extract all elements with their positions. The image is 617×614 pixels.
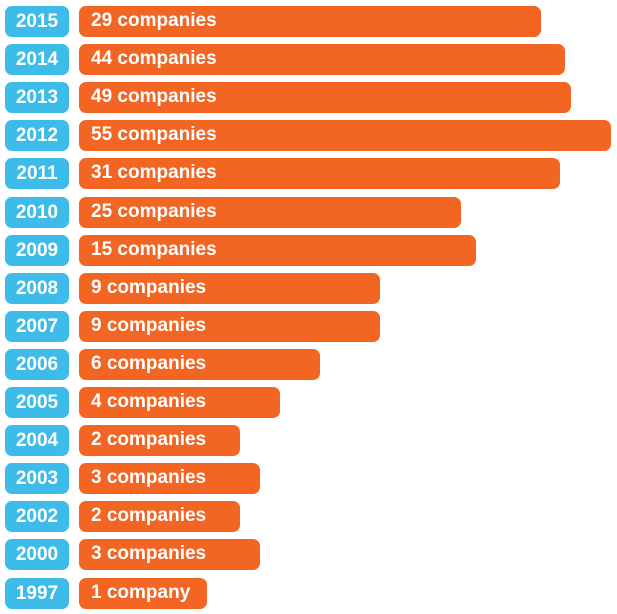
bar: 9 companies (79, 272, 380, 304)
year-label: 2004 (5, 425, 69, 457)
year-label: 2007 (5, 310, 69, 342)
year-label: 2006 (5, 348, 69, 380)
year-label: 2009 (5, 234, 69, 266)
chart-row: 2002 2 companies (0, 501, 617, 533)
chart-row: 2000 3 companies (0, 539, 617, 571)
year-label: 2008 (5, 272, 69, 304)
chart-row: 2013 49 companies (0, 82, 617, 114)
bar: 2 companies (79, 501, 240, 533)
year-label: 2005 (5, 387, 69, 418)
chart-row: 2015 29 companies (0, 6, 617, 38)
chart-row: 2014 44 companies (0, 44, 617, 76)
year-label: 2002 (5, 501, 69, 533)
year-label: 2000 (5, 539, 69, 571)
bar: 25 companies (79, 196, 461, 228)
bar: 15 companies (79, 234, 476, 266)
year-label: 2014 (5, 44, 69, 76)
year-label: 1997 (5, 577, 69, 609)
bar: 4 companies (79, 387, 280, 418)
bar: 49 companies (79, 82, 571, 114)
chart-row: 2012 55 companies (0, 120, 617, 152)
bar: 3 companies (79, 463, 260, 495)
chart-row: 1997 1 company (0, 577, 617, 610)
year-label: 2012 (5, 120, 69, 152)
chart-row: 2003 3 companies (0, 463, 617, 495)
year-label: 2003 (5, 463, 69, 495)
bar: 6 companies (79, 348, 320, 380)
chart-row: 2004 2 companies (0, 425, 617, 457)
chart-row: 2006 6 companies (0, 348, 617, 381)
chart-row: 2008 9 companies (0, 272, 617, 305)
year-label: 2013 (5, 82, 69, 114)
bar: 31 companies (79, 158, 560, 190)
chart-row: 2005 4 companies (0, 387, 617, 419)
bar: 9 companies (79, 310, 380, 342)
chart-row: 2009 15 companies (0, 234, 617, 267)
chart-row: 2007 9 companies (0, 310, 617, 343)
bar: 29 companies (79, 6, 541, 37)
bar: 1 company (79, 577, 207, 609)
bar: 2 companies (79, 425, 240, 457)
chart-row: 2011 31 companies (0, 158, 617, 190)
bar: 55 companies (79, 120, 611, 152)
bar: 44 companies (79, 44, 565, 76)
bar: 3 companies (79, 539, 260, 571)
year-label: 2015 (5, 6, 69, 37)
year-label: 2011 (5, 158, 69, 190)
chart-row: 2010 25 companies (0, 196, 617, 229)
year-label: 2010 (5, 196, 69, 228)
